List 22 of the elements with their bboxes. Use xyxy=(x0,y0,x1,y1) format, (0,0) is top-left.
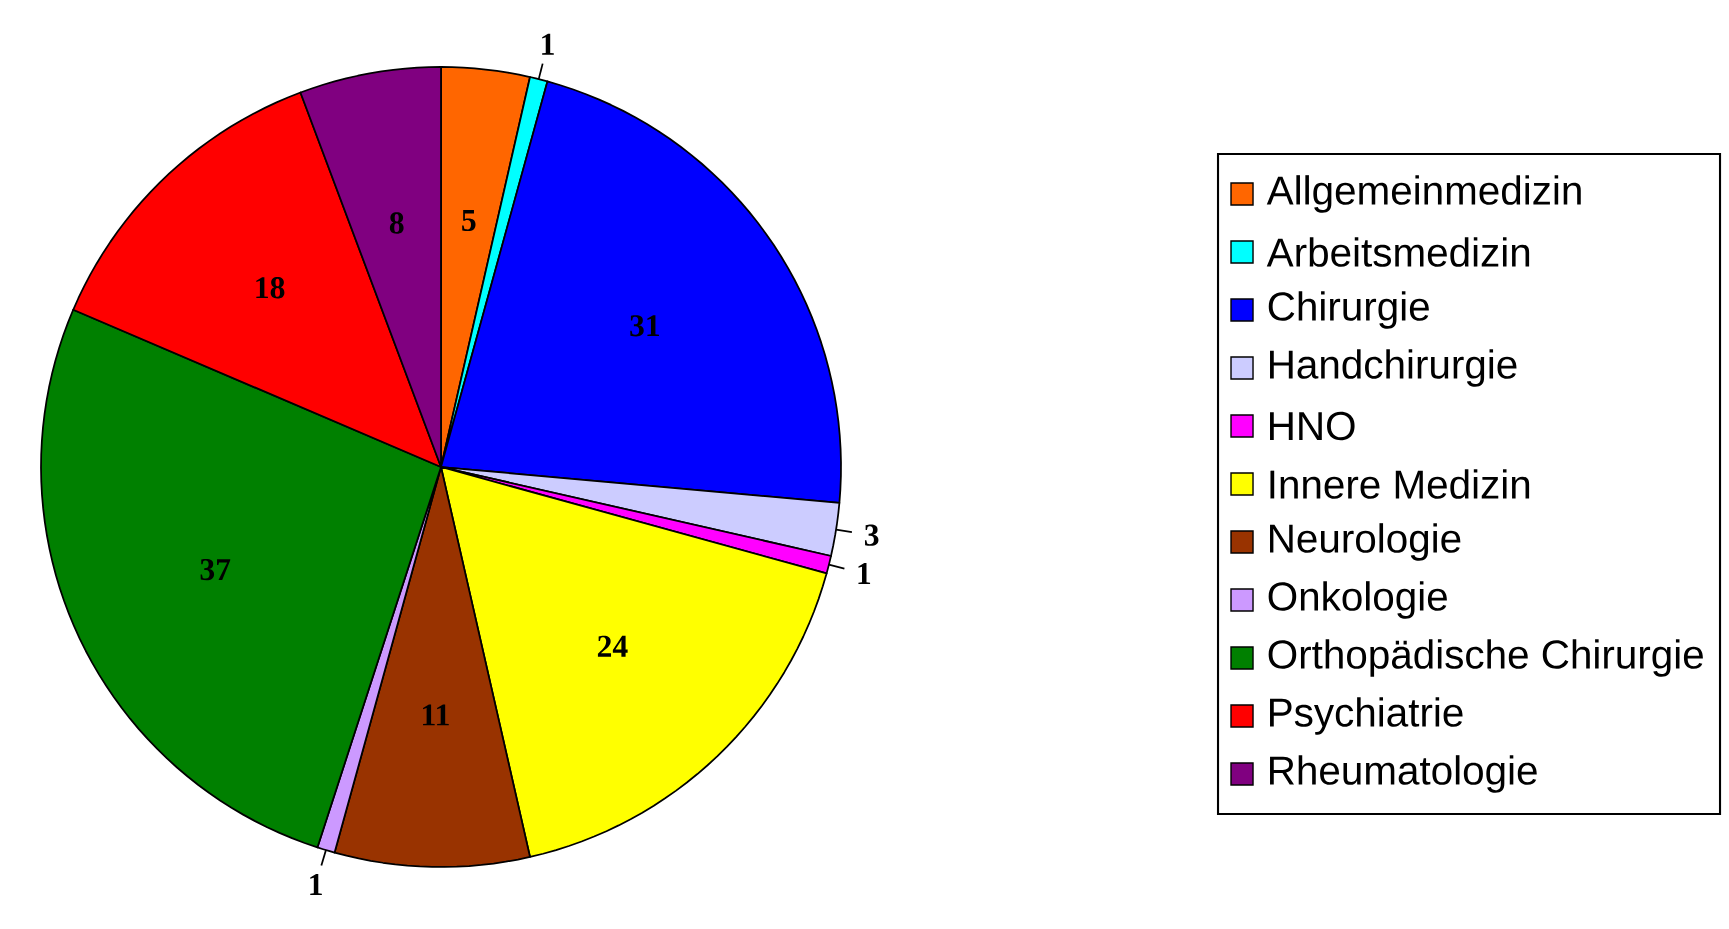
data-label: 1 xyxy=(542,33,554,55)
data-label: 31 xyxy=(630,315,660,337)
legend-label: Rheumatologie xyxy=(1270,755,1537,793)
legend-label: Handchirurgie xyxy=(1270,349,1517,387)
data-label: 5 xyxy=(462,210,476,232)
data-label: 11 xyxy=(423,704,449,726)
data-label: 8 xyxy=(389,212,404,234)
legend-label: Orthopädische Chirurgie xyxy=(1268,639,1703,677)
legend-label: Arbeitsmedizin xyxy=(1266,237,1530,267)
data-label: 1 xyxy=(310,874,322,895)
legend-label: Innere Medizin xyxy=(1270,469,1530,499)
legend-label: Allgemeinmedizin xyxy=(1266,175,1581,213)
legend-label: Neurologie xyxy=(1270,523,1461,561)
legend-label: Psychiatrie xyxy=(1270,697,1463,735)
legend-label: HNO xyxy=(1270,411,1355,441)
data-label: 24 xyxy=(597,635,628,657)
data-label: 1 xyxy=(858,563,871,584)
data-label: 18 xyxy=(256,277,285,299)
legend-label: Chirurgie xyxy=(1268,291,1429,329)
legend-label: Onkologie xyxy=(1268,581,1447,619)
data-label: 3 xyxy=(864,524,879,546)
data-label: 37 xyxy=(200,558,231,581)
